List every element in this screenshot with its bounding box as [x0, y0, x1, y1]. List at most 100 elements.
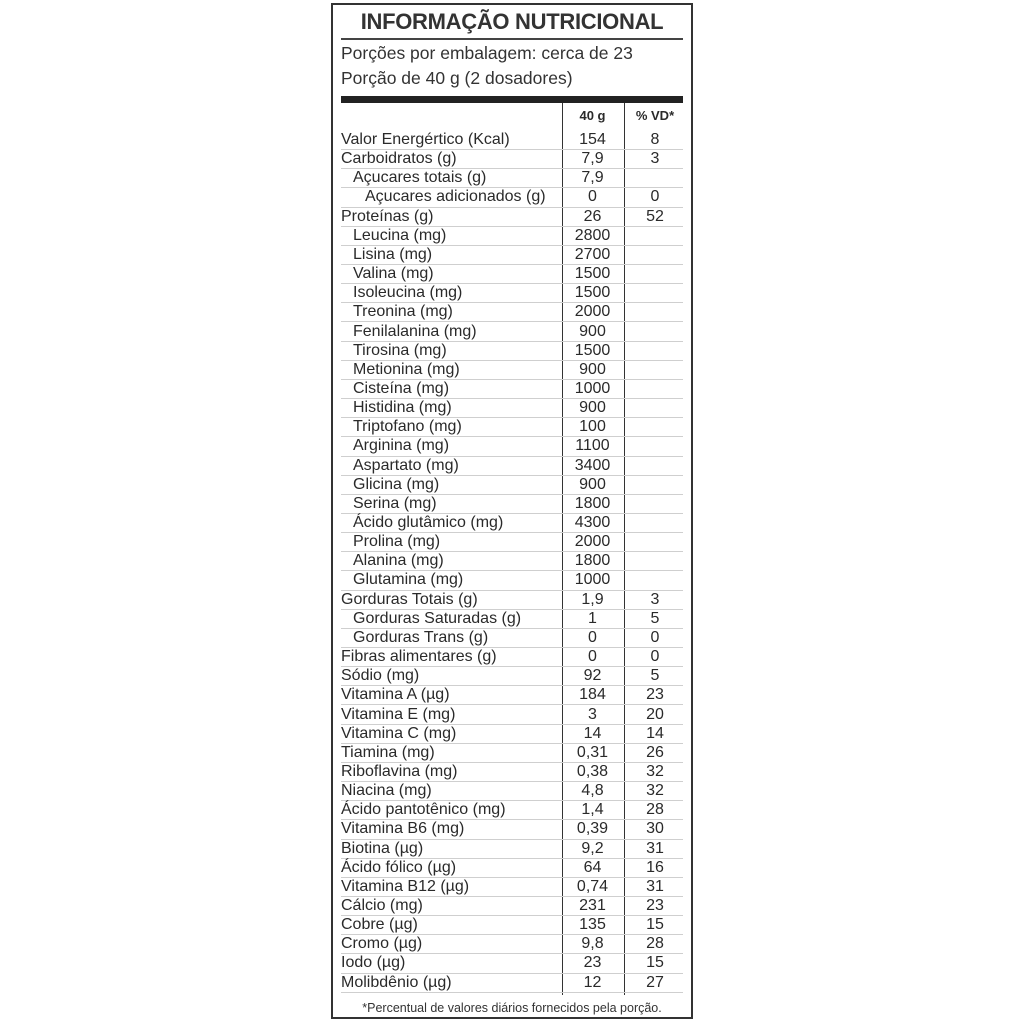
- nutrient-dv: 27: [646, 973, 664, 991]
- table-row: Treonina (mg) 2000: [341, 302, 683, 323]
- nutrient-amount: 7,9: [581, 150, 604, 168]
- nutrient-label: Tirosina (mg): [353, 341, 447, 359]
- nutrient-amount: 9,8: [581, 935, 604, 953]
- nutrient-label: Glicina (mg): [353, 475, 440, 493]
- nutrient-amount: 1500: [574, 284, 611, 302]
- table-row: Gorduras Totais (g) 1,9 3: [341, 590, 683, 610]
- nutrient-dv: 3: [650, 150, 660, 168]
- nutrient-amount: 3400: [574, 456, 611, 474]
- table-row: Histidina (mg) 900: [341, 398, 683, 419]
- table-row: Proteínas (g) 26 52: [341, 207, 683, 227]
- nutrient-amount: 1500: [574, 265, 611, 283]
- servings-per-package: Porções por embalagem: cerca de 23: [341, 43, 633, 63]
- nutrient-dv: 32: [646, 762, 664, 780]
- table-row: Triptofano (mg) 100: [341, 417, 683, 438]
- label-title: INFORMAÇÃO NUTRICIONAL: [360, 9, 664, 34]
- nutrient-label: Iodo (µg): [341, 954, 406, 972]
- table-row: Valor Energértico (Kcal) 154 8: [341, 130, 683, 151]
- nutrition-facts-label: INFORMAÇÃO NUTRICIONAL Porções por embal…: [331, 3, 693, 1019]
- table-row: Alanina (mg) 1800: [341, 551, 683, 572]
- nutrient-label: Valina (mg): [353, 265, 434, 283]
- nutrient-amount: 1800: [574, 494, 611, 512]
- table-row: Cobre (µg) 135 15: [341, 915, 683, 936]
- table-row: Ácido fólico (µg) 64 16: [341, 858, 683, 878]
- nutrient-amount: 1000: [574, 571, 611, 589]
- table-row: Vitamina C (mg) 14 14: [341, 724, 683, 744]
- table-row: Fenilalanina (mg) 900: [341, 322, 683, 342]
- table-row: Lisina (mg) 2700: [341, 245, 683, 266]
- nutrient-amount: 2800: [574, 226, 611, 244]
- nutrient-label: Histidina (mg): [353, 399, 452, 417]
- nutrient-amount: 1000: [574, 379, 611, 397]
- table-row: Serina (mg) 1800: [341, 494, 683, 514]
- nutrient-label: Triptofano (mg): [353, 418, 462, 436]
- nutrient-amount: 900: [579, 475, 606, 493]
- nutrient-label: Cisteína (mg): [353, 379, 450, 397]
- nutrient-amount: 154: [579, 131, 606, 148]
- nutrient-label: Sódio (mg): [341, 667, 420, 685]
- nutrient-dv: 16: [646, 858, 664, 876]
- nutrient-label: Gorduras Trans (g): [353, 628, 489, 646]
- nutrient-dv: 8: [650, 131, 660, 148]
- nutrient-amount: 3: [588, 705, 597, 723]
- nutrient-amount: 1100: [575, 437, 610, 455]
- nutrient-label: Açucares totais (g): [353, 169, 487, 187]
- nutrient-dv: 23: [646, 686, 664, 704]
- nutrient-amount: 1800: [574, 552, 611, 570]
- table-row: Niacina (mg) 4,8 32: [341, 781, 683, 802]
- nutrient-amount: 9,2: [581, 839, 604, 857]
- table-row: Cálcio (mg) 231 23: [341, 896, 683, 917]
- nutrient-amount: 900: [579, 399, 606, 417]
- nutrient-amount: 26: [583, 207, 602, 225]
- serving-size: Porção de 40 g (2 dosadores): [341, 68, 573, 88]
- nutrient-amount: 4300: [574, 514, 611, 531]
- nutrient-amount: 14: [583, 724, 602, 742]
- nutrient-amount: 1,9: [581, 590, 604, 608]
- nutrient-amount: 100: [579, 418, 606, 436]
- table-row: Metionina (mg) 900: [341, 360, 683, 380]
- nutrient-amount: 1: [588, 609, 597, 627]
- nutrient-label: Leucina (mg): [353, 226, 447, 244]
- nutrient-amount: 23: [583, 954, 602, 972]
- table-row: Riboflavina (mg) 0,38 32: [341, 762, 683, 783]
- table-row: Isoleucina (mg) 1500: [341, 283, 683, 304]
- nutrient-amount: 1,4: [581, 801, 604, 819]
- nutrient-amount: 0,39: [576, 820, 609, 838]
- table-row: Tiamina (mg) 0,31 26: [341, 743, 683, 763]
- table-row: Glutamina (mg) 1000: [341, 570, 683, 591]
- nutrient-dv: 31: [646, 877, 664, 895]
- nutrient-dv: 5: [650, 667, 660, 685]
- nutrient-dv: 14: [646, 724, 664, 742]
- nutrient-dv: 30: [646, 820, 664, 838]
- nutrient-label: Niacina (mg): [341, 782, 432, 800]
- nutrient-amount: 12: [583, 973, 602, 991]
- table-row: Cisteína (mg) 1000: [341, 379, 683, 400]
- nutrient-amount: 2700: [574, 245, 611, 263]
- nutrient-dv: 3: [650, 590, 660, 608]
- table-row: Carboidratos (g) 7,9 3: [341, 149, 683, 170]
- nutrient-label: Fenilalanina (mg): [353, 322, 477, 340]
- table-row: Glicina (mg) 900: [341, 475, 683, 495]
- nutrient-label: Biotina (µg): [341, 839, 424, 857]
- nutrient-label: Glutamina (mg): [353, 571, 464, 589]
- nutrient-amount: 184: [579, 686, 606, 704]
- nutrient-amount: 231: [579, 897, 606, 914]
- nutrient-label: Vitamina B6 (mg): [341, 820, 465, 838]
- nutrient-label: Gorduras Saturadas (g): [353, 609, 522, 627]
- table-row: Valina (mg) 1500: [341, 264, 683, 285]
- nutrient-label: Valor Energértico (Kcal): [341, 131, 510, 148]
- nutrient-dv: 23: [646, 897, 664, 914]
- nutrient-label: Aspartato (mg): [353, 456, 459, 474]
- nutrient-dv: 52: [646, 207, 664, 225]
- nutrient-label: Fibras alimentares (g): [341, 648, 497, 666]
- dv-column-header: % VD*: [635, 108, 675, 123]
- nutrient-label: Proteínas (g): [341, 207, 434, 225]
- nutrient-dv: 32: [646, 782, 664, 800]
- nutrient-label: Serina (mg): [353, 494, 437, 512]
- nutrient-amount: 7,9: [581, 169, 604, 187]
- table-row: Vitamina B6 (mg) 0,39 30: [341, 819, 683, 840]
- table-row: Arginina (mg) 1100: [341, 436, 683, 457]
- nutrient-amount: 4,8: [581, 782, 604, 800]
- nutrient-label: Riboflavina (mg): [341, 762, 458, 780]
- nutrient-dv: 0: [650, 188, 660, 206]
